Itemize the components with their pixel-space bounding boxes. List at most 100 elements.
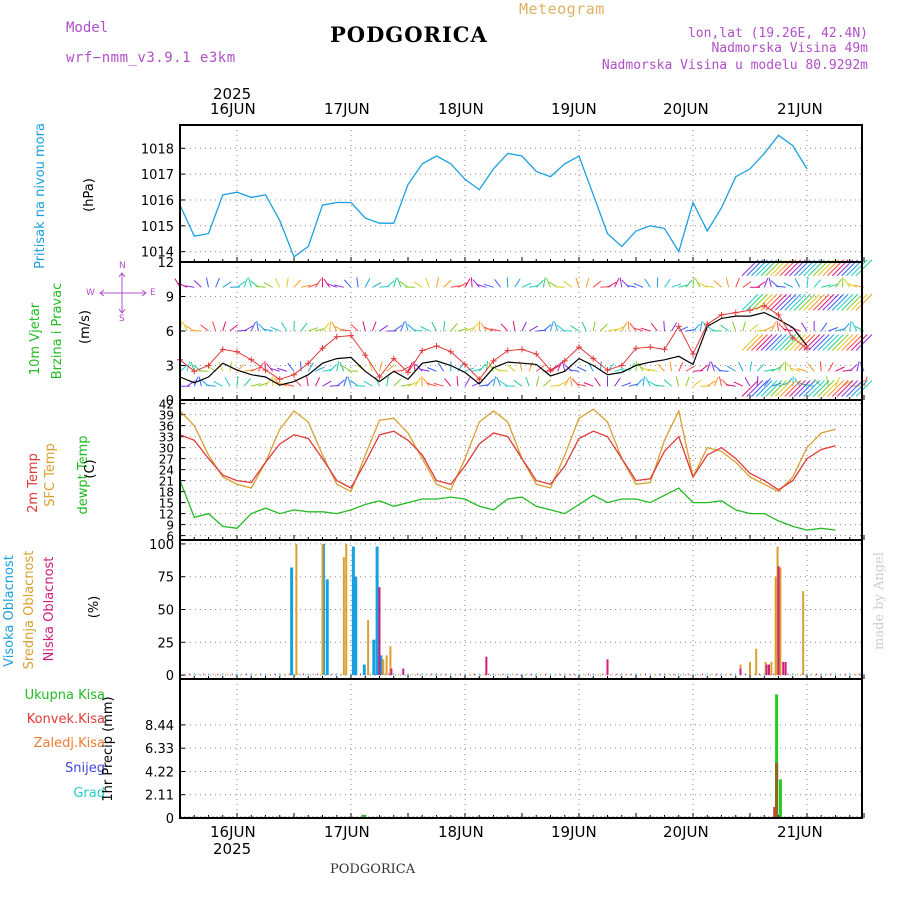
cloud-bar: [342, 557, 345, 676]
wind-barb: [343, 279, 352, 288]
y-tick-label: 1015: [141, 220, 174, 235]
gust-marker: [462, 361, 468, 368]
gust-marker: [348, 332, 354, 339]
wind-barb: [671, 322, 678, 332]
wind-hatch: [760, 334, 778, 351]
wind-barb: [706, 361, 711, 372]
wind-barb: [640, 366, 651, 372]
day-label-bottom: 20JUN: [663, 823, 709, 841]
wind-barb: [493, 376, 497, 387]
wind-barb: [251, 366, 261, 372]
wind-hatch: [822, 293, 840, 311]
wind-barb: [212, 321, 217, 332]
gust-marker: [661, 346, 668, 353]
wind-barb: [334, 284, 344, 288]
cloud-bar: [290, 567, 294, 676]
wind-hatch: [841, 293, 859, 311]
wind-barb: [205, 384, 216, 387]
y-tick-label: 9: [166, 291, 174, 306]
cloud-bar: [325, 579, 329, 676]
wind-barb: [771, 382, 782, 387]
wind-barb: [614, 368, 625, 372]
wind-hatch: [760, 380, 778, 397]
wind-barb: [685, 279, 693, 288]
cloud-bar: [389, 646, 392, 676]
wind-barb: [293, 279, 302, 288]
compass-east: E: [150, 288, 156, 298]
wind-barb: [820, 322, 828, 332]
gust-marker: [419, 347, 426, 354]
wind-hatch: [827, 334, 844, 351]
wind-barb: [497, 369, 508, 372]
wind-barb: [763, 378, 771, 387]
wind-hatch: [751, 293, 768, 311]
wind-barb: [496, 376, 502, 387]
wind-barb: [179, 364, 188, 372]
wind-barb: [341, 329, 352, 332]
precip-snow-label: Snijeg: [65, 761, 105, 776]
wind-barb: [563, 280, 573, 288]
day-label-top: 20JUN: [663, 100, 709, 118]
wind-barb: [342, 365, 352, 372]
gust-marker: [789, 334, 796, 341]
cloud-bar: [485, 656, 488, 676]
wind-barb: [414, 377, 421, 387]
wind-hatch: [822, 380, 840, 397]
wind-hatch: [855, 380, 873, 397]
sfc-temp-line: [179, 408, 836, 493]
cloud-bar: [362, 664, 366, 676]
wind-barb: [356, 277, 359, 288]
wind-barb: [464, 327, 475, 332]
wind-barb: [488, 362, 494, 372]
wind-hatch: [798, 334, 816, 351]
wind-barb: [842, 323, 850, 332]
wind-barb: [314, 376, 321, 387]
wind-hatch: [855, 293, 873, 311]
wind-barb: [783, 282, 793, 288]
page-title: PODGORICA: [330, 22, 488, 47]
precip-bar: [775, 694, 779, 818]
precip-panel: 0 2.11 4.22 6.33 8.44: [145, 679, 865, 827]
wind-barb: [592, 321, 596, 332]
wind-barb: [243, 277, 248, 288]
wind-barb: [786, 362, 794, 372]
wind-hatch: [793, 334, 811, 351]
wind-barb: [433, 382, 444, 387]
wind-barb: [733, 381, 744, 387]
wind-barb: [229, 361, 233, 372]
wind-hatch: [765, 334, 783, 351]
y-tick-label: 50: [157, 604, 174, 619]
wind-barb: [738, 361, 744, 372]
wind-barb: [778, 382, 789, 387]
wind-barb: [585, 277, 590, 288]
wind-barb: [592, 280, 602, 288]
wind-barb: [355, 385, 366, 387]
gust-marker: [675, 323, 682, 330]
wind-barb: [692, 323, 701, 332]
wind-barb: [191, 329, 202, 332]
wind-barb: [562, 361, 566, 372]
wind-barb: [835, 278, 842, 288]
wind-hatch: [850, 293, 868, 311]
wind-hatch: [789, 293, 806, 311]
wind-barb: [186, 380, 196, 387]
wind-barb: [685, 376, 690, 387]
wind-barb: [512, 321, 516, 332]
wind-barb: [379, 324, 389, 332]
wind-barb: [704, 285, 715, 288]
wind-barb: [828, 283, 838, 288]
precip-bar-overlay: [775, 762, 779, 818]
wind-barb: [284, 383, 295, 387]
precip-bar: [773, 806, 777, 818]
wind-hatch: [784, 334, 802, 351]
wind-barb: [525, 376, 530, 387]
wind-barb: [600, 323, 608, 332]
wind-barb: [535, 376, 540, 387]
y-tick-label: 8.44: [145, 719, 174, 734]
cloud-bar: [749, 661, 751, 676]
wind-hatch: [817, 380, 835, 397]
wind-barb: [713, 376, 719, 387]
location-coordinates: lon,lat (19.26E, 42.4N): [687, 26, 868, 41]
wind-barb: [248, 277, 252, 288]
